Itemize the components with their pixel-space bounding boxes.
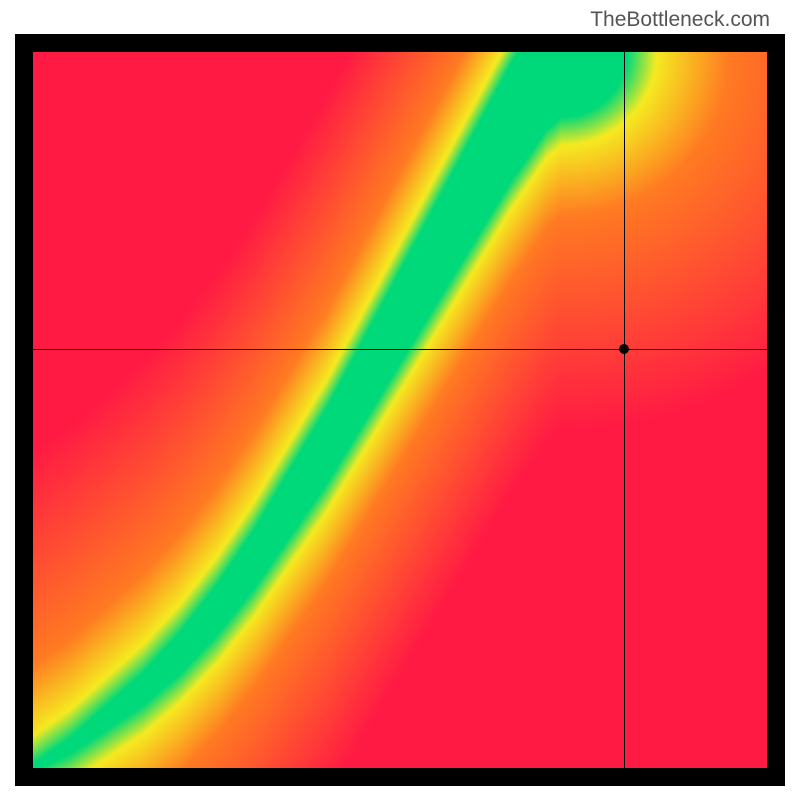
chart-container: TheBottleneck.com [0,0,800,800]
heatmap-canvas [33,52,767,768]
chart-frame [15,34,785,786]
crosshair-marker [619,344,629,354]
watermark-text: TheBottleneck.com [590,8,770,32]
crosshair-vertical [624,52,625,768]
crosshair-horizontal [33,349,767,350]
plot-area [33,52,767,768]
